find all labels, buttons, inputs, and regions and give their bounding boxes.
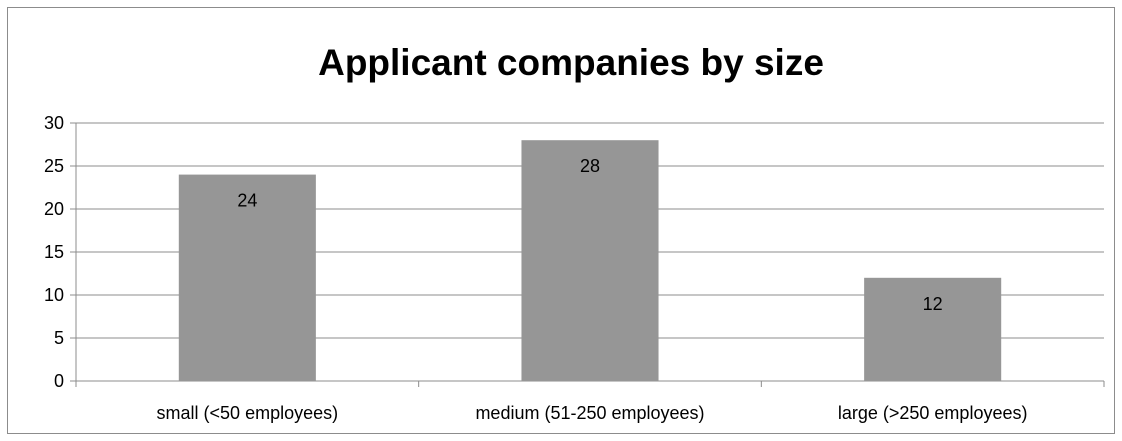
- y-tick-label: 30: [44, 113, 64, 133]
- bar: [864, 277, 1002, 381]
- y-tick-label: 10: [44, 285, 64, 305]
- category-label: small (<50 employees): [157, 403, 339, 423]
- bars: [178, 140, 1002, 381]
- bar: [178, 174, 316, 381]
- chart-title: Applicant companies by size: [318, 42, 824, 83]
- y-tick-label: 20: [44, 199, 64, 219]
- data-label: 24: [237, 191, 257, 211]
- y-axis-ticks: 0 5 10 15 20 25 30: [44, 113, 76, 391]
- y-tick-label: 0: [54, 371, 64, 391]
- category-label: large (>250 employees): [838, 403, 1028, 423]
- data-labels: 24 28 12: [237, 156, 942, 314]
- data-label: 12: [923, 294, 943, 314]
- y-tick-label: 15: [44, 242, 64, 262]
- category-label: medium (51-250 employees): [475, 403, 704, 423]
- y-tick-label: 25: [44, 156, 64, 176]
- category-labels: small (<50 employees) medium (51-250 empl…: [157, 403, 1028, 423]
- bar: [521, 140, 659, 381]
- data-label: 28: [580, 156, 600, 176]
- y-tick-label: 5: [54, 328, 64, 348]
